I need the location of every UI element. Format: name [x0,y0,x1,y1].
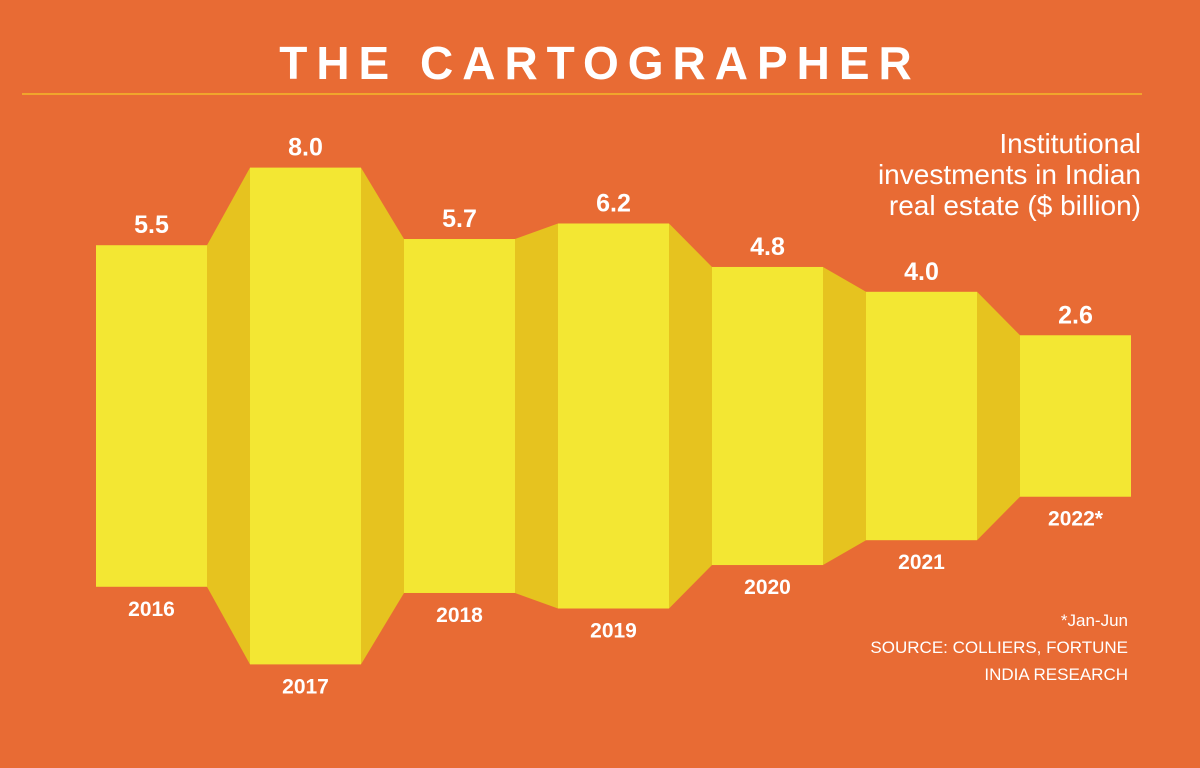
chart-title-line: real estate ($ billion) [888,190,1141,221]
bar-2020 [712,266,823,566]
x-tick-label: 2022* [1048,508,1104,531]
title-divider [22,93,1142,95]
page-title: THE CARTOGRAPHER [279,37,921,89]
value-label: 4.0 [904,258,939,286]
chart-title-line: Institutional [999,128,1141,159]
bar-connector [361,167,404,665]
footnotes: *Jan-Jun SOURCE: COLLIERS, FORTUNE INDIA… [870,607,1128,688]
value-label: 2.6 [1058,301,1093,329]
bar-2018 [404,239,515,593]
value-label: 6.2 [596,189,631,217]
value-label: 5.5 [134,211,169,239]
bar-connector [669,223,712,609]
value-label: 4.8 [750,233,785,261]
x-tick-label: 2020 [744,576,791,599]
bar-2022* [1020,335,1131,497]
bar-connector [823,266,866,566]
source-line: INDIA RESEARCH [984,665,1128,684]
value-label: 8.0 [288,134,323,162]
chart-title: Institutional investments in Indian real… [878,128,1141,221]
bar-2017 [250,167,361,665]
source-line: SOURCE: COLLIERS, FORTUNE [870,638,1128,657]
x-tick-label: 2017 [282,675,329,698]
x-tick-label: 2019 [590,620,637,643]
bar-connector [207,167,250,665]
value-label: 5.7 [442,205,477,233]
chart-title-line: investments in Indian [877,159,1141,190]
footnote: *Jan-Jun [1060,611,1128,630]
bar-2021 [866,291,977,541]
bar-connector [515,223,558,609]
x-tick-label: 2016 [128,598,175,621]
x-tick-label: 2018 [436,604,483,627]
x-tick-label: 2021 [898,551,945,574]
bar-2016 [96,245,207,587]
bar-connector [977,291,1020,541]
bar-2019 [558,223,669,609]
